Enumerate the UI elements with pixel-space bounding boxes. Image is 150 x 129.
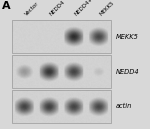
Text: A: A: [2, 1, 10, 11]
Bar: [12, 20, 111, 53]
Bar: [12, 90, 111, 123]
Text: MEKK5: MEKK5: [116, 34, 138, 40]
Bar: [12, 55, 111, 88]
Text: MEKK5: MEKK5: [99, 0, 115, 17]
Text: Vector: Vector: [24, 1, 40, 17]
Text: NEDD4+MEKK5: NEDD4+MEKK5: [74, 0, 108, 17]
Text: NEDD4: NEDD4: [49, 0, 66, 17]
Text: actin: actin: [116, 103, 132, 109]
Text: NEDD4: NEDD4: [116, 69, 139, 75]
